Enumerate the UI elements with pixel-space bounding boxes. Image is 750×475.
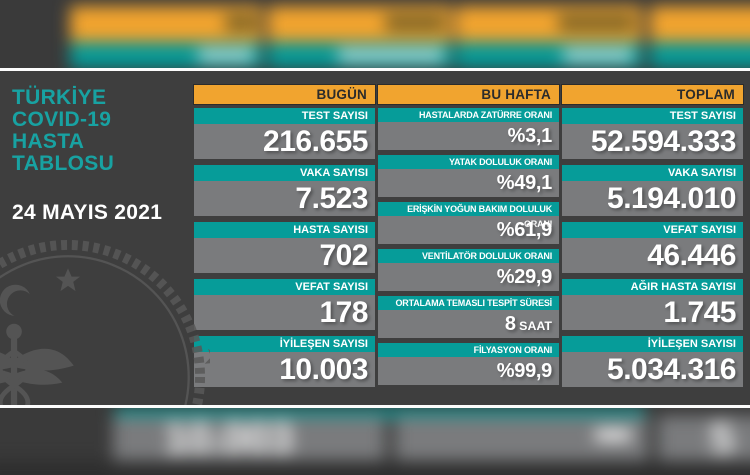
stat-block: İYİLEŞEN SAYISI 5.034.316 bbox=[562, 336, 743, 387]
stat-value: %49,1 bbox=[378, 169, 559, 197]
stat-block: VEFAT SAYISI 178 bbox=[194, 279, 375, 330]
stat-value: 216.655 bbox=[194, 124, 375, 159]
stat-value: %3,1 bbox=[378, 122, 559, 150]
stat-label: İYİLEŞEN SAYISI bbox=[562, 336, 743, 352]
stat-label: VAKA SAYISI bbox=[562, 165, 743, 181]
stat-value: 46.446 bbox=[562, 238, 743, 273]
column-rows: TEST SAYISI 52.594.333 VAKA SAYISI 5.194… bbox=[562, 108, 743, 393]
stat-block: FİLYASYON ORANI %99,9 bbox=[378, 343, 559, 385]
ministry-of-health-emblem-icon bbox=[0, 240, 210, 405]
stat-label: VENTİLATÖR DOLULUK ORANI bbox=[378, 249, 559, 263]
column-rows: TEST SAYISI 216.655 VAKA SAYISI 7.523 HA… bbox=[194, 108, 375, 393]
bg-teal-bar bbox=[650, 43, 750, 68]
stat-label: TEST SAYISI bbox=[562, 108, 743, 124]
bg-bottom-strip bbox=[0, 461, 750, 475]
stat-block: TEST SAYISI 52.594.333 bbox=[562, 108, 743, 159]
bg-blurred-number: 5 bbox=[710, 414, 735, 463]
left-panel: TÜRKİYE COVID-19 HASTA TABLOSU 24 MAYIS … bbox=[12, 85, 194, 405]
bg-header-text-blob bbox=[558, 16, 635, 30]
report-date: 24 MAYIS 2021 bbox=[12, 201, 163, 224]
stat-value: %99,9 bbox=[378, 357, 559, 385]
stat-value-suffix: SAAT bbox=[515, 319, 552, 333]
bg-teal-strip bbox=[115, 408, 645, 418]
stat-value: %61,9 bbox=[378, 216, 559, 244]
stat-label: İYİLEŞEN SAYISI bbox=[194, 336, 375, 352]
stat-label: VEFAT SAYISI bbox=[194, 279, 375, 295]
bg-label-text-blob bbox=[563, 50, 633, 61]
stat-block: YATAK DOLULUK ORANI %49,1 bbox=[378, 155, 559, 197]
bg-label-text-blob bbox=[198, 50, 254, 61]
stat-label: VEFAT SAYISI bbox=[562, 222, 743, 238]
stat-value: 1.745 bbox=[562, 295, 743, 330]
stat-label: HASTALARDA ZATÜRRE ORANI bbox=[378, 108, 559, 122]
stat-block: HASTA SAYISI 702 bbox=[194, 222, 375, 273]
stat-block: TEST SAYISI 216.655 bbox=[194, 108, 375, 159]
stat-label: TEST SAYISI bbox=[194, 108, 375, 124]
stat-block: VAKA SAYISI 5.194.010 bbox=[562, 165, 743, 216]
stat-label: YATAK DOLULUK ORANI bbox=[378, 155, 559, 169]
bg-label-text-blob bbox=[338, 50, 444, 61]
page-title: TÜRKİYE COVID-19 HASTA TABLOSU bbox=[12, 86, 115, 175]
bg-small-text-blob bbox=[595, 429, 631, 441]
column-bu-hafta: BU HAFTA HASTALARDA ZATÜRRE ORANI %3,1 Y… bbox=[378, 85, 559, 405]
stat-block: İYİLEŞEN SAYISI 10.003 bbox=[194, 336, 375, 387]
stat-value: 5.034.316 bbox=[562, 352, 743, 387]
stat-block: ORTALAMA TEMASLI TESPİT SÜRESİ 8 SAAT bbox=[378, 296, 559, 338]
covid-table-card: TÜRKİYE COVID-19 HASTA TABLOSU 24 MAYIS … bbox=[0, 68, 750, 408]
bg-gray-block bbox=[113, 416, 385, 461]
stat-value: 5.194.010 bbox=[562, 181, 743, 216]
column-bugun: BUGÜN TEST SAYISI 216.655 VAKA SAYISI 7.… bbox=[194, 85, 375, 405]
stat-block: HASTALARDA ZATÜRRE ORANI %3,1 bbox=[378, 108, 559, 150]
stat-value: 178 bbox=[194, 295, 375, 330]
stats-columns: BUGÜN TEST SAYISI 216.655 VAKA SAYISI 7.… bbox=[194, 85, 746, 405]
stat-value: 10.003 bbox=[194, 352, 375, 387]
bg-orange-bar bbox=[650, 6, 750, 42]
stat-label: ORTALAMA TEMASLI TESPİT SÜRESİ bbox=[378, 296, 559, 310]
column-header: BU HAFTA bbox=[378, 85, 559, 104]
bg-header-text-blob bbox=[225, 16, 258, 30]
bg-gray-block bbox=[658, 416, 750, 461]
stat-label: VAKA SAYISI bbox=[194, 165, 375, 181]
stat-block: VAKA SAYISI 7.523 bbox=[194, 165, 375, 216]
stat-block: AĞIR HASTA SAYISI 1.745 bbox=[562, 279, 743, 330]
stat-block: ERİŞKİN YOĞUN BAKIM DOLULUK ORANI %61,9 bbox=[378, 202, 559, 244]
stat-label: FİLYASYON ORANI bbox=[378, 343, 559, 357]
stat-value: 52.594.333 bbox=[562, 124, 743, 159]
column-header: BUGÜN bbox=[194, 85, 375, 104]
stat-value: 702 bbox=[194, 238, 375, 273]
stat-value: 7.523 bbox=[194, 181, 375, 216]
stat-label: AĞIR HASTA SAYISI bbox=[562, 279, 743, 295]
stat-block: VEFAT SAYISI 46.446 bbox=[562, 222, 743, 273]
column-rows: HASTALARDA ZATÜRRE ORANI %3,1 YATAK DOLU… bbox=[378, 108, 559, 390]
stat-block: VENTİLATÖR DOLULUK ORANI %29,9 bbox=[378, 249, 559, 291]
column-toplam: TOPLAM TEST SAYISI 52.594.333 VAKA SAYIS… bbox=[562, 85, 743, 405]
bg-header-text-blob bbox=[385, 16, 445, 30]
stat-label: ERİŞKİN YOĞUN BAKIM DOLULUK ORANI bbox=[378, 202, 559, 229]
stat-value: 8 SAAT bbox=[378, 310, 559, 338]
stat-label: HASTA SAYISI bbox=[194, 222, 375, 238]
column-header: TOPLAM bbox=[562, 85, 743, 104]
stat-value: %29,9 bbox=[378, 263, 559, 291]
bg-blurred-number: 10.003 bbox=[164, 414, 294, 463]
